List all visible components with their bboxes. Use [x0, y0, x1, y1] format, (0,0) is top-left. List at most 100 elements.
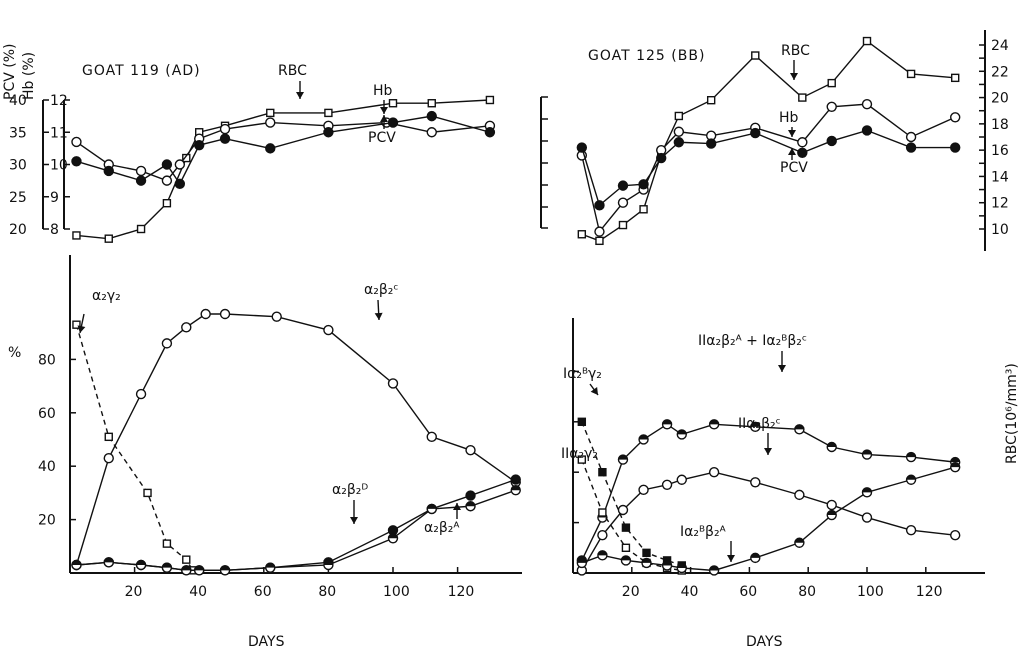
series-pcv — [71, 110, 496, 190]
arrow-i-a2bb2a — [727, 541, 735, 562]
hb-point — [950, 112, 961, 123]
annotation-rbc-left: RBC — [278, 63, 307, 79]
right-bottom-panel: RBC(10⁶/mm³) DAYS 20 40 60 80 100 120 IIα₂β₂ᴬ… — [561, 318, 1020, 650]
hb-point — [861, 98, 873, 110]
hb-tick-label: 11 — [50, 125, 68, 141]
annotation-i-a2bg2: Iα₂ᴮγ₂ — [563, 366, 602, 382]
series-line-rbc — [76, 99, 490, 240]
arrow-a2b2c — [374, 299, 383, 321]
series-point — [510, 474, 521, 485]
rbc-point — [577, 230, 587, 239]
pcv-point — [797, 147, 808, 158]
hb-tick-label: 10 — [50, 158, 68, 174]
annotation-ii-a2g2: IIα₂γ₂ — [561, 446, 598, 462]
i-point — [598, 468, 607, 477]
pcv-point — [426, 110, 437, 122]
rbc-axis-label: RBC(10⁶/mm³) — [1004, 363, 1020, 464]
series-line-i — [581, 466, 956, 572]
ii-point — [597, 530, 608, 541]
hb-point — [161, 175, 173, 186]
rbc-point — [266, 108, 275, 118]
x-tick-label: 80 — [798, 584, 816, 600]
annotation-pcv-right: PCV — [780, 160, 808, 176]
pcv-point — [861, 125, 873, 136]
rbc-point — [595, 236, 604, 246]
i-point-fill — [709, 565, 719, 571]
rbc-point — [324, 108, 333, 118]
series-hb — [71, 117, 496, 186]
series-point-fill — [265, 563, 275, 568]
series-pcv — [576, 125, 961, 211]
rbc-point — [618, 220, 628, 230]
y-tick-label: 20 — [38, 513, 56, 529]
hb-point — [71, 136, 82, 148]
ii-point — [598, 508, 607, 517]
i-point — [621, 523, 631, 532]
pcv-point — [135, 175, 147, 186]
series-point-fill — [194, 565, 204, 571]
series-line-pcv — [76, 115, 491, 186]
rbc-point — [906, 69, 916, 79]
ii-i-point-fill — [677, 429, 687, 435]
arrow-i-a2bg2 — [589, 383, 599, 396]
i-point — [642, 548, 651, 558]
ii-point — [861, 512, 873, 523]
i-point-fill — [906, 475, 916, 480]
ii-point — [676, 474, 687, 485]
arrow-rbc-right — [790, 60, 798, 80]
ii-i-point-fill — [662, 419, 672, 425]
series-point — [465, 490, 476, 501]
series-rbc — [577, 36, 960, 246]
pcv-tick-label: 40 — [9, 93, 27, 109]
ii-i-point-fill — [950, 457, 960, 463]
series-point — [426, 431, 437, 443]
arrow-hb-left — [380, 100, 388, 114]
series-point — [104, 432, 113, 442]
ii-point — [950, 530, 961, 541]
ii-i-point-fill — [906, 452, 916, 458]
series-point-fill — [511, 485, 521, 491]
pcv-point — [323, 127, 334, 138]
rbc-tick-label: 16 — [991, 143, 1009, 159]
rbc-tick-label: 24 — [991, 38, 1009, 54]
pcv-point — [750, 127, 761, 139]
series-hb — [576, 98, 961, 237]
ii-i-point-fill — [827, 442, 837, 447]
ii-i-point-fill — [618, 455, 628, 460]
series-point — [219, 308, 231, 320]
left-top-panel: GOAT 119 (AD) PCV (%) Hb (%) 20 25 30 35 40 8… — [2, 44, 496, 243]
i-point-fill — [950, 462, 960, 468]
series-point — [103, 452, 114, 464]
arrow-pcv-left — [380, 115, 388, 129]
x-tick-label: 120 — [916, 584, 943, 600]
i-point-fill — [794, 538, 804, 543]
rbc-point — [751, 51, 760, 60]
ii-point — [617, 504, 629, 516]
ii-point — [708, 467, 720, 478]
ii-point — [638, 484, 649, 496]
i-point — [577, 417, 587, 426]
pcv-tick-label: 20 — [9, 222, 27, 238]
pcv-point — [656, 152, 667, 164]
series-point — [387, 378, 399, 389]
pcv-axis-label: PCV (%) — [2, 44, 18, 100]
x-tick-label: 20 — [622, 584, 640, 600]
arrow-hb-right — [788, 127, 796, 137]
hb-point — [219, 123, 231, 135]
rbc-point — [136, 224, 146, 234]
x-tick-label: 40 — [189, 584, 207, 600]
pcv-point — [174, 178, 186, 190]
annotation-a2b2c: α₂β₂ᶜ — [364, 282, 399, 298]
i-point-fill — [662, 560, 672, 566]
series-line-pcv — [581, 129, 956, 207]
annotation-a2b2d: α₂β₂ᴰ — [332, 482, 368, 498]
y-tick-label: 40 — [38, 459, 56, 475]
rbc-point — [827, 78, 836, 88]
rbc-point — [182, 153, 191, 163]
hb-tick-label: 9 — [50, 190, 59, 206]
pcv-point — [826, 135, 837, 147]
series-point-fill — [323, 560, 333, 565]
series-point — [161, 338, 173, 349]
x-tick-label: 80 — [318, 584, 336, 600]
